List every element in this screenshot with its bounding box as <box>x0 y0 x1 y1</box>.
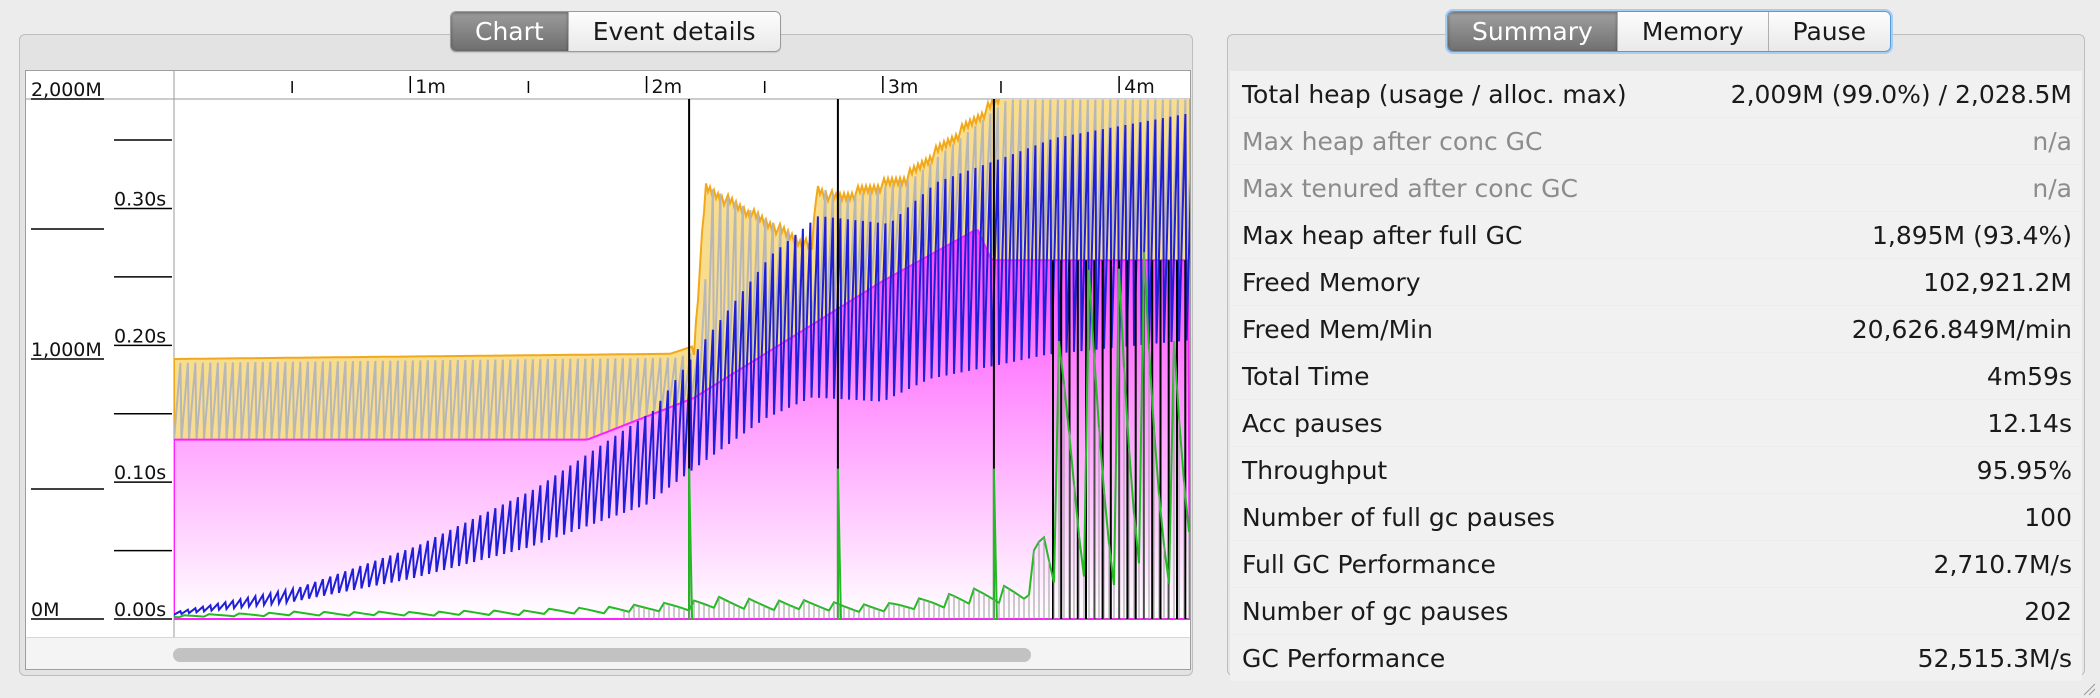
summary-row-label: Max heap after full GC <box>1242 220 1523 250</box>
memory-axis-label: 0M <box>31 599 59 621</box>
summary-row-label: Number of gc pauses <box>1242 596 1509 626</box>
summary-row-value: 102,921.2M <box>1923 267 2072 297</box>
ruler-tick-label: 2m <box>652 76 683 98</box>
time-ruler <box>174 71 1190 99</box>
summary-row: Max heap after full GC 1,895M (93.4%) <box>1230 212 2082 259</box>
gc-pause-line <box>174 252 1190 620</box>
summary-row-label: Max heap after conc GC <box>1242 126 1543 156</box>
summary-row-value: 1,895M (93.4%) <box>1871 220 2072 250</box>
used-heap-line <box>174 113 1190 616</box>
memory-axis-label: 1,000M <box>31 339 102 361</box>
summary-row-label: GC Performance <box>1242 643 1446 673</box>
chart-viewport[interactable]: 1m 2m 3m 4m 2,000M 1,000M 0M 0.30s 0.20s 0.10s 0.… <box>25 70 1191 670</box>
pause-axis-label: 0.20s <box>114 325 166 347</box>
gc-chart: 1m 2m 3m 4m 2,000M 1,000M 0M 0.30s 0.20s 0.10s 0.… <box>26 71 1190 637</box>
summary-row-value: 95.95% <box>1976 455 2072 485</box>
gc-pause-ticks <box>623 252 1190 619</box>
summary-row-value: 20,626.849M/min <box>1851 314 2072 344</box>
summary-row: Number of full gc pauses 100 <box>1230 494 2082 541</box>
ruler-tick-label: 4m <box>1124 76 1155 98</box>
tab-memory[interactable]: Memory <box>1616 12 1768 51</box>
summary-table: Total heap (usage / alloc. max) 2,009M (9… <box>1230 71 2082 682</box>
chart-tab-group: Chart Event details <box>450 11 781 52</box>
summary-row-value: 2,009M (99.0%) / 2,028.5M <box>1730 79 2072 109</box>
summary-row-value: 2,710.7M/s <box>1933 549 2072 579</box>
pause-axis-label: 0.00s <box>114 599 166 621</box>
summary-row-value: 12.14s <box>1987 408 2072 438</box>
summary-row-label: Max tenured after conc GC <box>1242 173 1578 203</box>
tab-summary[interactable]: Summary <box>1448 12 1617 51</box>
memory-axis-label: 2,000M <box>31 79 102 101</box>
summary-row: Full GC Performance 2,710.7M/s <box>1230 541 2082 588</box>
summary-row: Freed Mem/Min 20,626.849M/min <box>1230 306 2082 353</box>
ruler-corner <box>26 71 174 99</box>
horizontal-scrollbar[interactable] <box>26 637 1190 669</box>
pause-axis-label: 0.30s <box>114 188 166 210</box>
summary-row: Max tenured after conc GC n/a <box>1230 165 2082 212</box>
summary-row-value: 202 <box>2024 596 2072 626</box>
summary-row-label: Full GC Performance <box>1242 549 1496 579</box>
summary-row-value: 100 <box>2024 502 2072 532</box>
summary-row-label: Total heap (usage / alloc. max) <box>1242 79 1627 109</box>
summary-row: Throughput 95.95% <box>1230 447 2082 494</box>
ruler-tick-label: 1m <box>415 76 446 98</box>
pause-axis-label: 0.10s <box>114 462 166 484</box>
summary-panel: Total heap (usage / alloc. max) 2,009M (9… <box>1227 34 2085 682</box>
summary-row-value: n/a <box>2032 126 2072 156</box>
summary-row-label: Acc pauses <box>1242 408 1383 438</box>
resize-grip-icon[interactable] <box>2080 680 2096 696</box>
summary-row: Total heap (usage / alloc. max) 2,009M (9… <box>1230 71 2082 118</box>
summary-row: GC Performance 52,515.3M/s <box>1230 635 2082 682</box>
summary-row: Max heap after conc GC n/a <box>1230 118 2082 165</box>
ruler-tick-label: 3m <box>888 76 919 98</box>
summary-row-value: n/a <box>2032 173 2072 203</box>
summary-row: Number of gc pauses 202 <box>1230 588 2082 635</box>
scrollbar-thumb[interactable] <box>173 648 1031 662</box>
summary-row-label: Total Time <box>1242 361 1370 391</box>
summary-row-label: Freed Mem/Min <box>1242 314 1433 344</box>
summary-row-value: 52,515.3M/s <box>1917 643 2072 673</box>
summary-row-label: Number of full gc pauses <box>1242 502 1555 532</box>
tab-event-details[interactable]: Event details <box>567 12 780 51</box>
summary-row-value: 4m59s <box>1986 361 2072 391</box>
tab-pause[interactable]: Pause <box>1767 12 1891 51</box>
summary-row-label: Throughput <box>1242 455 1388 485</box>
summary-row: Acc pauses 12.14s <box>1230 400 2082 447</box>
summary-row-label: Freed Memory <box>1242 267 1421 297</box>
summary-row: Freed Memory 102,921.2M <box>1230 259 2082 306</box>
summary-row: Total Time 4m59s <box>1230 353 2082 400</box>
info-tab-group: Summary Memory Pause <box>1447 11 1892 52</box>
tab-chart[interactable]: Chart <box>451 12 568 51</box>
